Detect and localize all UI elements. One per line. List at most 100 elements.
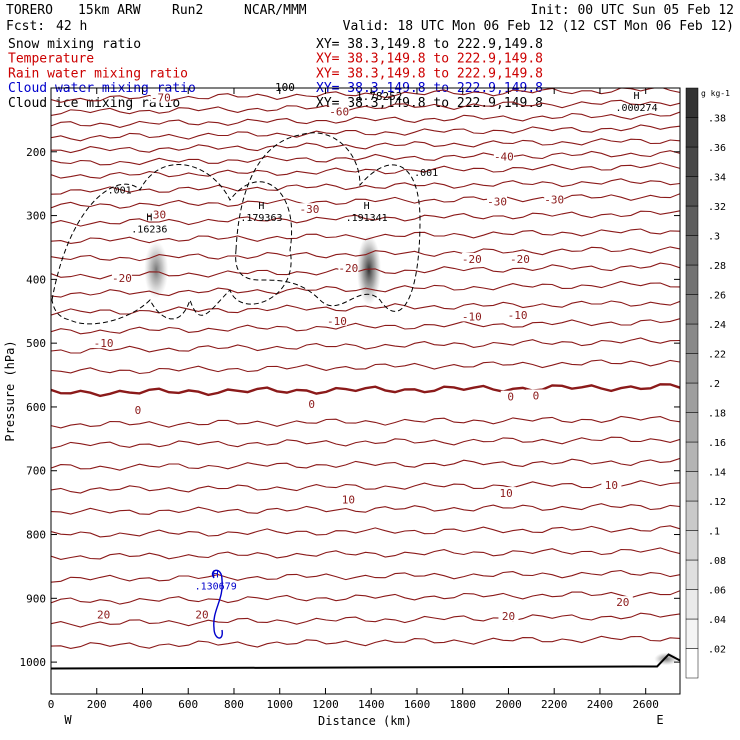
- east-endpoint: E: [656, 713, 663, 727]
- isotherm-label-bg-8: [111, 272, 132, 284]
- y-axis-title: Pressure (hPa): [3, 340, 17, 441]
- x-axis-title: Distance (km): [318, 714, 412, 728]
- isotherm-20: [51, 415, 680, 429]
- field-section-4: XY= 38.3,149.8 to 222.9,149.8: [316, 81, 543, 96]
- isotherm-label-17: 0: [308, 398, 315, 411]
- isotherm-16: [51, 318, 680, 335]
- max-value-5: .130679: [195, 582, 237, 593]
- y-tick-label-1: 200: [26, 146, 46, 159]
- field-name-3: Rain water mixing ratio: [8, 66, 188, 81]
- colorbar-box-2: [685, 618, 699, 649]
- isotherm-label-bg-26: [612, 596, 633, 608]
- isotherm-label-bg-3: [493, 150, 514, 162]
- isotherm-label-23: 20: [97, 608, 110, 621]
- colorbar-box-8: [685, 441, 699, 472]
- field-name-2: Temperature: [8, 52, 94, 67]
- isotherm-label-18: 0: [507, 391, 514, 404]
- field-section-1: XY= 38.3,149.8 to 222.9,149.8: [316, 37, 543, 52]
- valid-time: Valid: 18 UTC Mon 06 Feb 12 (12 CST Mon …: [343, 19, 734, 34]
- field-section-3: XY= 38.3,149.8 to 222.9,149.8: [316, 66, 543, 81]
- isotherm-label-16: 0: [135, 404, 142, 417]
- isotherm-13: [51, 262, 680, 280]
- isotherm-4: [51, 124, 680, 142]
- isotherm-label-bg-4: [146, 208, 167, 220]
- max-value-4: .000274: [615, 103, 657, 114]
- isotherm-label-bg-19: [525, 389, 546, 401]
- shading-core-3: [654, 652, 679, 666]
- isotherm-3: [51, 111, 680, 128]
- isotherm-19: [51, 383, 680, 398]
- isotherm-label-5: -30: [300, 203, 320, 216]
- field-name-1: Snow mixing ratio: [8, 37, 141, 52]
- colorbar-tick-label-6: .12: [708, 497, 726, 508]
- isotherm-label-20: 10: [342, 493, 355, 506]
- isotherm-12: [51, 246, 680, 262]
- max-marker-3: H: [364, 201, 370, 212]
- isotherm-8: [51, 178, 680, 195]
- max-marker-1: H: [146, 212, 152, 223]
- isotherm-7: [51, 162, 680, 179]
- isotherm-label-bg-15: [507, 309, 528, 321]
- x-tick-label-10: 1800: [449, 698, 476, 711]
- colorbar-tick-label-12: .24: [708, 320, 726, 331]
- colorbar-box-20: [685, 87, 699, 118]
- y-tick-label-9: 1000: [20, 656, 47, 669]
- isotherm-label-bg-17: [301, 397, 322, 409]
- isotherm-label-25: 20: [502, 610, 515, 623]
- max-value-1: .16236: [131, 224, 167, 235]
- isotherm-label-21: 10: [500, 487, 513, 500]
- west-endpoint: W: [64, 713, 72, 727]
- colorbar-box-11: [685, 353, 699, 384]
- surface-line: [51, 653, 680, 670]
- colorbar-tick-label-4: .08: [708, 556, 726, 567]
- isotherm-label-bg-2: [329, 105, 350, 117]
- isotherm-label-8: -20: [112, 272, 132, 285]
- colorbar-box-12: [685, 323, 699, 354]
- isotherm-9: [51, 193, 680, 209]
- cloud-water-contour: [211, 569, 223, 639]
- forecast-label: Fcst:: [6, 19, 45, 34]
- isotherm-21: [51, 436, 680, 449]
- colorbar-tick-label-14: .28: [708, 261, 726, 272]
- isotherm-15: [51, 300, 680, 316]
- isotherm-26: [51, 547, 680, 560]
- shading-core-1: [144, 241, 169, 299]
- isotherm-label-4: -30: [146, 208, 166, 221]
- field-legend: Snow mixing ratio XY= 38.3,149.8 to 222.9…: [8, 37, 543, 111]
- y-tick-label-2: 300: [26, 210, 46, 223]
- cloud-ice-contour-1: [51, 164, 292, 325]
- x-tick-label-4: 600: [178, 698, 198, 711]
- isotherm-label-6: -30: [487, 196, 507, 209]
- y-tick-label-4: 500: [26, 337, 46, 350]
- cloud-ice-label-1: .001: [108, 185, 132, 196]
- colorbar-tick-label-1: .02: [708, 645, 726, 656]
- isotherm-label-24: 20: [195, 608, 208, 621]
- isotherm-30: [51, 635, 680, 649]
- y-tick-label-5: 600: [26, 401, 46, 414]
- isotherm-label-bg-7: [544, 193, 565, 205]
- y-tick-label-3: 400: [26, 273, 46, 286]
- isotherm-2: [51, 99, 680, 116]
- isotherm-label-13: -10: [327, 315, 347, 328]
- forecast-hour: 42 h: [56, 19, 87, 34]
- x-tick-label-5: 800: [224, 698, 244, 711]
- isotherm-label-bg-9: [338, 261, 359, 273]
- overlap-label-left: 100: [275, 81, 295, 94]
- isotherm-label-bg-6: [487, 195, 508, 207]
- colorbar-box-10: [685, 382, 699, 413]
- colorbar-box-19: [685, 117, 699, 148]
- isotherm-label-12: -10: [94, 337, 114, 350]
- isotherm-17: [51, 337, 680, 354]
- isotherm-label-10: -20: [462, 253, 482, 266]
- y-tick-label-7: 800: [26, 529, 46, 542]
- isotherm-label-bg-11: [509, 252, 530, 264]
- isotherm-label-bg-21: [496, 487, 517, 499]
- colorbar-box-9: [685, 412, 699, 443]
- x-tick-label-9: 1600: [404, 698, 431, 711]
- run-name: Run2: [172, 3, 203, 18]
- init-time: Init: 00 UTC Sun 05 Feb 12: [531, 3, 735, 18]
- colorbar-tick-label-17: .34: [708, 173, 726, 184]
- colorbar-tick-label-10: .2: [708, 379, 720, 390]
- colorbar-box-4: [685, 559, 699, 590]
- isotherm-25: [51, 525, 680, 538]
